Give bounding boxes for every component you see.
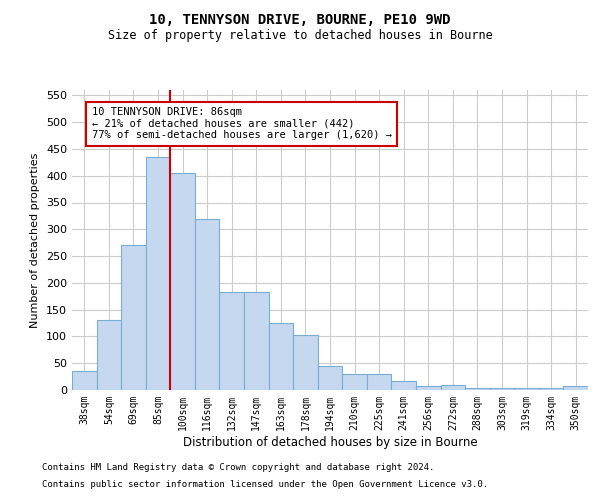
- Bar: [170, 173, 195, 390]
- Bar: [563, 386, 588, 390]
- Bar: [293, 335, 318, 390]
- Bar: [72, 371, 97, 390]
- Text: 10, TENNYSON DRIVE, BOURNE, PE10 9WD: 10, TENNYSON DRIVE, BOURNE, PE10 9WD: [149, 12, 451, 26]
- Bar: [416, 386, 440, 390]
- Bar: [539, 388, 563, 390]
- Bar: [318, 366, 342, 390]
- Text: Contains HM Land Registry data © Crown copyright and database right 2024.: Contains HM Land Registry data © Crown c…: [42, 464, 434, 472]
- Text: Size of property relative to detached houses in Bourne: Size of property relative to detached ho…: [107, 29, 493, 42]
- Bar: [121, 246, 146, 390]
- Bar: [342, 374, 367, 390]
- Bar: [195, 218, 220, 390]
- Text: 10 TENNYSON DRIVE: 86sqm
← 21% of detached houses are smaller (442)
77% of semi-: 10 TENNYSON DRIVE: 86sqm ← 21% of detach…: [92, 107, 392, 140]
- Bar: [440, 385, 465, 390]
- Bar: [97, 320, 121, 390]
- Text: Contains public sector information licensed under the Open Government Licence v3: Contains public sector information licen…: [42, 480, 488, 489]
- Bar: [490, 388, 514, 390]
- Y-axis label: Number of detached properties: Number of detached properties: [31, 152, 40, 328]
- Bar: [391, 381, 416, 390]
- Bar: [367, 374, 391, 390]
- X-axis label: Distribution of detached houses by size in Bourne: Distribution of detached houses by size …: [182, 436, 478, 448]
- Bar: [146, 157, 170, 390]
- Bar: [269, 323, 293, 390]
- Bar: [220, 292, 244, 390]
- Bar: [465, 388, 490, 390]
- Bar: [244, 292, 269, 390]
- Bar: [514, 388, 539, 390]
